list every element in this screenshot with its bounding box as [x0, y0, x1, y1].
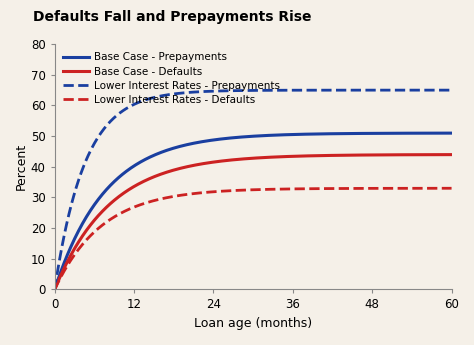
Lower Interest Rates - Defaults: [377, 186, 383, 190]
Lower Interest Rates - Prepayments: [266, 88, 272, 92]
Base Case - Prepayments: [240, 135, 246, 139]
Lower Interest Rates - Prepayments: [240, 88, 246, 92]
Base Case - Defaults: [266, 155, 272, 159]
Y-axis label: Percent: Percent: [15, 143, 28, 190]
Base Case - Defaults: [439, 152, 445, 157]
Base Case - Prepayments: [243, 135, 248, 139]
Lower Interest Rates - Prepayments: [439, 88, 445, 92]
Line: Lower Interest Rates - Prepayments: Lower Interest Rates - Prepayments: [55, 90, 452, 289]
Base Case - Prepayments: [377, 131, 383, 135]
Lower Interest Rates - Defaults: [266, 187, 272, 191]
Lower Interest Rates - Defaults: [243, 188, 248, 192]
Base Case - Prepayments: [439, 131, 445, 135]
Line: Base Case - Prepayments: Base Case - Prepayments: [55, 133, 452, 289]
Lower Interest Rates - Defaults: [288, 187, 294, 191]
Lower Interest Rates - Prepayments: [288, 88, 294, 92]
Base Case - Prepayments: [449, 131, 455, 135]
Line: Base Case - Defaults: Base Case - Defaults: [55, 155, 452, 289]
Lower Interest Rates - Prepayments: [377, 88, 383, 92]
Base Case - Prepayments: [288, 132, 294, 137]
Lower Interest Rates - Prepayments: [52, 287, 57, 292]
Lower Interest Rates - Defaults: [449, 186, 455, 190]
Base Case - Defaults: [243, 157, 248, 161]
Text: Defaults Fall and Prepayments Rise: Defaults Fall and Prepayments Rise: [33, 10, 312, 24]
Lower Interest Rates - Defaults: [439, 186, 445, 190]
Base Case - Defaults: [288, 154, 294, 158]
Legend: Base Case - Prepayments, Base Case - Defaults, Lower Interest Rates - Prepayment: Base Case - Prepayments, Base Case - Def…: [60, 49, 283, 108]
Base Case - Prepayments: [266, 133, 272, 137]
Base Case - Defaults: [449, 152, 455, 157]
Lower Interest Rates - Defaults: [52, 287, 57, 292]
Lower Interest Rates - Prepayments: [449, 88, 455, 92]
Line: Lower Interest Rates - Defaults: Lower Interest Rates - Defaults: [55, 188, 452, 289]
X-axis label: Loan age (months): Loan age (months): [194, 317, 312, 330]
Base Case - Defaults: [240, 157, 246, 161]
Base Case - Prepayments: [52, 287, 57, 292]
Base Case - Defaults: [52, 287, 57, 292]
Lower Interest Rates - Prepayments: [243, 88, 248, 92]
Base Case - Defaults: [377, 153, 383, 157]
Lower Interest Rates - Defaults: [240, 188, 246, 192]
